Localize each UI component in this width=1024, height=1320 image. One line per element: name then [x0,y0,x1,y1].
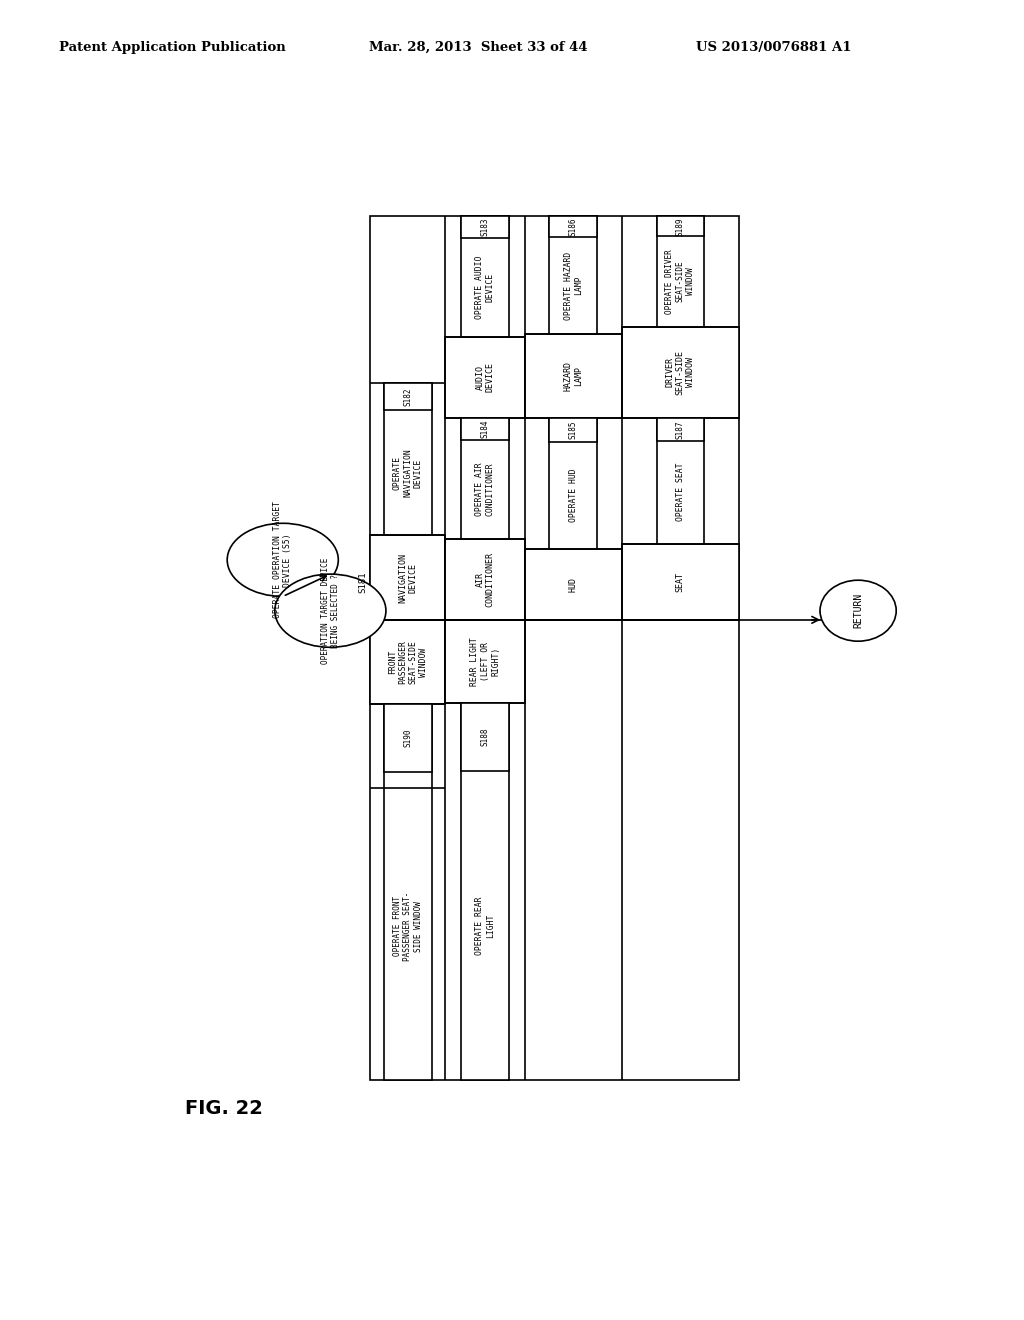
FancyBboxPatch shape [656,418,705,544]
FancyBboxPatch shape [462,418,509,539]
FancyBboxPatch shape [622,544,739,620]
FancyBboxPatch shape [550,418,597,442]
Text: AUDIO
DEVICE: AUDIO DEVICE [475,363,495,392]
FancyBboxPatch shape [445,539,524,620]
FancyBboxPatch shape [462,216,509,238]
Text: S188: S188 [480,727,489,746]
Text: OPERATE SEAT: OPERATE SEAT [676,463,685,521]
FancyBboxPatch shape [445,620,524,704]
Text: FIG. 22: FIG. 22 [185,1100,263,1118]
Text: S190: S190 [403,729,413,747]
Text: OPERATE REAR
LIGHT: OPERATE REAR LIGHT [475,896,495,954]
Text: S189: S189 [676,216,685,235]
FancyBboxPatch shape [384,704,431,1080]
Text: HUD: HUD [568,577,578,591]
Text: S181: S181 [358,572,368,593]
FancyBboxPatch shape [656,216,705,236]
Text: OPERATE FRONT
PASSENGER SEAT-
SIDE WINDOW: OPERATE FRONT PASSENGER SEAT- SIDE WINDO… [393,891,423,961]
Text: S187: S187 [676,420,685,438]
Text: DRIVER
SEAT-SIDE
WINDOW: DRIVER SEAT-SIDE WINDOW [666,350,695,395]
Text: FRONT
PASSENGER
SEAT-SIDE
WINDOW: FRONT PASSENGER SEAT-SIDE WINDOW [388,640,428,684]
Text: NAVIGATION
DEVICE: NAVIGATION DEVICE [398,553,418,603]
FancyBboxPatch shape [656,418,705,441]
FancyBboxPatch shape [384,383,431,411]
FancyBboxPatch shape [550,418,597,549]
Text: S184: S184 [480,420,489,438]
FancyBboxPatch shape [524,334,622,418]
Text: OPERATE HAZARD
LAMP: OPERATE HAZARD LAMP [563,252,583,319]
FancyBboxPatch shape [656,216,705,326]
Text: Patent Application Publication: Patent Application Publication [59,41,286,54]
Text: AIR
CONDITIONER: AIR CONDITIONER [475,552,495,607]
Ellipse shape [274,574,386,647]
Text: OPERATE AIR
CONDITIONER: OPERATE AIR CONDITIONER [475,462,495,516]
Text: HAZARD
LAMP: HAZARD LAMP [563,360,583,391]
FancyBboxPatch shape [462,704,509,1080]
FancyBboxPatch shape [550,216,597,238]
Text: S182: S182 [403,388,413,407]
FancyBboxPatch shape [550,216,597,334]
Text: OPERATE DRIVER
SEAT-SIDE
WINDOW: OPERATE DRIVER SEAT-SIDE WINDOW [666,249,695,314]
Text: RETURN: RETURN [853,593,863,628]
FancyBboxPatch shape [622,326,739,418]
FancyBboxPatch shape [370,620,445,704]
Text: US 2013/0076881 A1: US 2013/0076881 A1 [696,41,852,54]
Text: S183: S183 [480,218,489,236]
Text: OPERATE AUDIO
DEVICE: OPERATE AUDIO DEVICE [475,256,495,319]
FancyBboxPatch shape [462,418,509,440]
Text: REAR LIGHT
(LEFT OR
RIGHT): REAR LIGHT (LEFT OR RIGHT) [470,638,500,686]
Ellipse shape [820,581,896,642]
Text: OPERATE
NAVIGATION
DEVICE: OPERATE NAVIGATION DEVICE [393,449,423,498]
FancyBboxPatch shape [462,704,509,771]
Text: OPERATE OPERATION TARGET
DEVICE (S5): OPERATE OPERATION TARGET DEVICE (S5) [273,502,293,618]
Ellipse shape [227,523,338,597]
FancyBboxPatch shape [524,549,622,620]
Text: S186: S186 [568,218,578,236]
Text: OPERATE HUD: OPERATE HUD [568,469,578,521]
FancyBboxPatch shape [384,704,431,772]
FancyBboxPatch shape [445,337,524,418]
Text: OPERATION TARGET DEVICE
BEING SELECTED ?: OPERATION TARGET DEVICE BEING SELECTED ? [321,557,340,664]
Text: S185: S185 [568,421,578,440]
Text: SEAT: SEAT [676,572,685,591]
FancyBboxPatch shape [370,536,445,620]
FancyBboxPatch shape [462,216,509,337]
FancyBboxPatch shape [370,216,739,1080]
Text: Mar. 28, 2013  Sheet 33 of 44: Mar. 28, 2013 Sheet 33 of 44 [369,41,588,54]
FancyBboxPatch shape [384,383,431,536]
